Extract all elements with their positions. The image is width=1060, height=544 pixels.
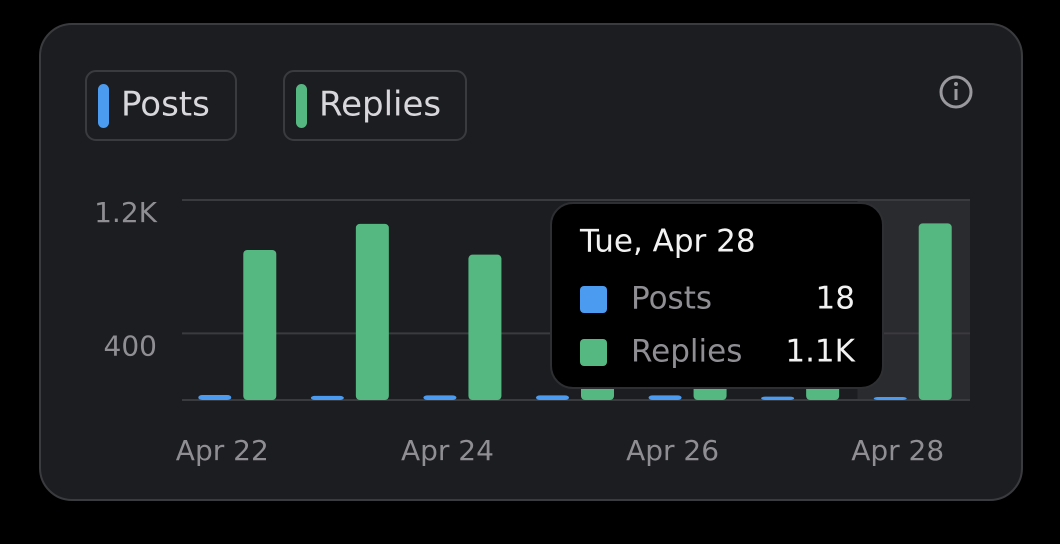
bar [648,395,682,400]
tooltip: Tue, Apr 28 Posts 18 Replies 1.1K [550,202,884,389]
y-tick-label: 1.2K [94,196,158,229]
x-tick-label: Apr 22 [176,434,269,467]
bar [761,396,795,400]
legend-pill[interactable] [85,70,237,141]
bar [873,397,907,400]
legend-label: Replies [319,85,441,125]
info-circle [939,75,973,109]
tooltip-label: Posts [631,281,712,317]
bar [468,254,502,400]
x-tick-label: Apr 26 [626,434,719,467]
info-bar [954,89,958,100]
bar [243,250,277,400]
x-tick-label: Apr 24 [401,434,494,467]
tooltip-value: 18 [816,281,855,317]
bar [423,395,457,400]
legend-pill[interactable] [283,70,467,141]
y-tick-label: 400 [104,329,157,362]
legend-label: Posts [121,85,210,125]
tooltip-box [550,202,884,389]
bar [198,395,232,400]
bar [310,395,344,400]
legend-swatch [296,84,307,128]
tooltip-label: Replies [631,334,742,370]
legend: Posts Replies [85,70,467,141]
bar [536,395,569,400]
info-icon[interactable] [939,75,973,109]
info-dot [954,82,958,86]
x-tick-label: Apr 28 [851,434,944,467]
tooltip-title: Tue, Apr 28 [579,224,756,260]
tooltip-value: 1.1K [785,334,855,370]
bar [355,223,389,400]
tooltip-swatch [580,339,607,366]
tooltip-swatch [580,286,607,313]
bar [918,223,952,400]
legend-swatch [98,84,109,128]
